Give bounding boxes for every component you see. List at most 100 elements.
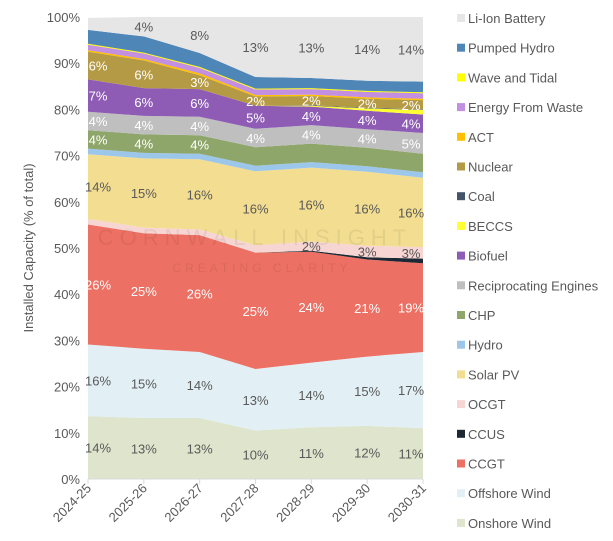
data-label-solar-pv: 16%	[398, 205, 424, 220]
legend-item-chp: CHP	[457, 308, 495, 323]
legend-item-nuclear: Nuclear	[457, 160, 513, 175]
data-label-li-ion-battery: 13%	[242, 40, 268, 55]
data-label-ccgt: 26%	[187, 287, 213, 302]
data-label-biofuel: 4%	[358, 113, 377, 128]
legend-item-ccus: CCUS	[457, 427, 505, 442]
legend-item-li-ion-battery: Li-Ion Battery	[457, 11, 546, 26]
data-label-ccgt: 25%	[131, 284, 157, 299]
data-label-ccgt: 24%	[298, 300, 324, 315]
legend-label: Onshore Wind	[468, 516, 551, 531]
legend-label: CCGT	[468, 457, 505, 472]
x-tick-label: 2027-28	[217, 481, 261, 525]
area-ccus	[88, 224, 423, 264]
data-label-solar-pv: 14%	[85, 180, 111, 195]
data-label-onshore-wind: 11%	[299, 446, 324, 461]
legend-swatch	[457, 340, 465, 349]
legend-item-wave-and-tidal: Wave and Tidal	[457, 70, 557, 85]
data-label-li-ion-battery: 4%	[134, 20, 153, 35]
data-label-reciprocating-engines: 4%	[190, 119, 209, 134]
area-pumped-hydro	[88, 29, 423, 93]
legend-label: Biofuel	[468, 249, 508, 264]
legend-item-beccs: BECCS	[457, 219, 513, 234]
watermark-line-2: CREATING CLARITY	[172, 261, 351, 275]
area-offshore-wind	[88, 344, 423, 431]
legend-item-pumped-hydro: Pumped Hydro	[457, 41, 555, 56]
legend-swatch	[457, 281, 465, 290]
legend-swatch	[457, 132, 465, 141]
legend-label: Li-Ion Battery	[468, 11, 546, 26]
data-label-offshore-wind: 15%	[354, 384, 380, 399]
data-label-offshore-wind: 14%	[298, 388, 324, 403]
x-tick-label: 2024-25	[50, 481, 94, 525]
data-label-ccgt: 25%	[242, 304, 268, 319]
x-tick-label: 2029-30	[329, 481, 373, 525]
legend-swatch	[457, 489, 465, 498]
y-tick-label: 40%	[54, 287, 80, 302]
data-label-ccgt: 21%	[354, 301, 380, 316]
legend-swatch	[457, 370, 465, 379]
data-label-ccgt: 26%	[85, 277, 111, 292]
x-tick-label: 2026-27	[161, 481, 205, 525]
data-label-biofuel: 4%	[302, 109, 321, 124]
data-label-offshore-wind: 15%	[131, 376, 157, 391]
data-label-offshore-wind: 17%	[398, 383, 424, 398]
data-label-li-ion-battery: 13%	[298, 40, 324, 55]
data-labels: 14% 13% 13% 10% 11% 12% 11% 16% 15% 14% 13% 14% 15% 1…	[85, 20, 424, 463]
legend-swatch	[457, 459, 465, 468]
legend-label: Energy From Waste	[468, 100, 583, 115]
y-tick-label: 70%	[54, 149, 80, 164]
data-label-nuclear: 6%	[134, 67, 153, 82]
area-biofuel	[88, 79, 423, 133]
y-tick-label: 50%	[54, 241, 80, 256]
data-label-li-ion-battery: 8%	[190, 28, 209, 43]
legend-label: Reciprocating Engines	[468, 278, 599, 293]
y-tick-label: 80%	[54, 102, 80, 117]
area-reciprocating-engines	[88, 111, 423, 154]
data-label-nuclear: 3%	[190, 75, 209, 90]
data-label-ocgt: 3%	[358, 244, 377, 259]
legend-label: OCGT	[468, 397, 506, 412]
data-label-onshore-wind: 10%	[242, 448, 268, 463]
data-label-reciprocating-engines: 4%	[302, 127, 321, 142]
legend-item-solar-pv: Solar PV	[457, 367, 520, 382]
area-ocgt	[88, 218, 423, 259]
data-label-onshore-wind: 14%	[85, 441, 111, 456]
data-label-biofuel: 4%	[402, 117, 421, 132]
legend-label: Hydro	[468, 338, 503, 353]
data-label-li-ion-battery: 14%	[398, 42, 424, 57]
legend-item-onshore-wind: Onshore Wind	[457, 516, 551, 531]
area-energy-from-waste	[88, 44, 423, 99]
watermark: CORNWALL INSIGHT CREATING CLARITY	[98, 225, 406, 275]
legend-swatch	[457, 221, 465, 230]
data-label-onshore-wind: 12%	[354, 445, 380, 460]
data-label-solar-pv: 15%	[131, 186, 157, 201]
legend-label: Pumped Hydro	[468, 41, 555, 56]
legend-item-offshore-wind: Offshore Wind	[457, 486, 551, 501]
legend-swatch	[457, 192, 465, 201]
data-label-nuclear: 2%	[358, 96, 377, 111]
legend-item-coal: Coal	[457, 189, 495, 204]
legend: Li-Ion Battery Pumped Hydro Wave and Tidal…	[457, 11, 599, 531]
y-tick-label: 90%	[54, 56, 80, 71]
legend-label: Nuclear	[468, 160, 513, 175]
legend-swatch	[457, 162, 465, 171]
legend-label: Wave and Tidal	[468, 70, 557, 85]
data-label-li-ion-battery: 14%	[354, 42, 380, 57]
y-tick-label: 20%	[54, 380, 80, 395]
data-label-nuclear: 2%	[402, 98, 421, 113]
data-label-solar-pv: 16%	[298, 198, 324, 213]
legend-swatch	[457, 251, 465, 260]
area-ccgt	[88, 224, 423, 370]
data-label-chp: 4%	[89, 132, 108, 147]
y-tick-label: 60%	[54, 195, 80, 210]
data-label-reciprocating-engines: 4%	[246, 131, 265, 146]
areas	[88, 17, 423, 479]
area-nuclear	[88, 51, 423, 110]
data-label-ocgt: 3%	[402, 246, 421, 261]
data-label-nuclear: 2%	[246, 94, 265, 109]
y-tick-label: 0%	[61, 472, 80, 487]
data-label-reciprocating-engines: 4%	[358, 132, 377, 147]
y-tick-label: 30%	[54, 333, 80, 348]
area-chp	[88, 130, 423, 173]
x-tick-label: 2025-26	[106, 481, 150, 525]
